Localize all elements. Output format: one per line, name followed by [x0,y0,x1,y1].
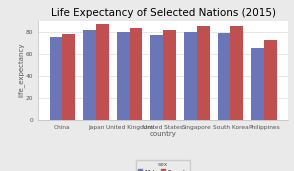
Bar [96,24,109,120]
Bar [197,26,210,120]
Bar [151,35,163,120]
Bar [62,34,75,120]
Bar [218,33,230,120]
Bar [163,30,176,120]
Legend: Male, Female: Male, Female [136,160,190,171]
Bar [184,31,197,120]
Bar [230,26,243,120]
Y-axis label: life_expectancy: life_expectancy [18,43,24,97]
Bar [50,37,62,120]
Bar [130,28,142,120]
Title: Life Expectancy of Selected Nations (2015): Life Expectancy of Selected Nations (201… [51,8,276,18]
Bar [83,30,96,120]
Bar [117,32,130,120]
Bar [251,48,264,120]
X-axis label: country: country [150,131,177,137]
Bar [264,40,277,120]
